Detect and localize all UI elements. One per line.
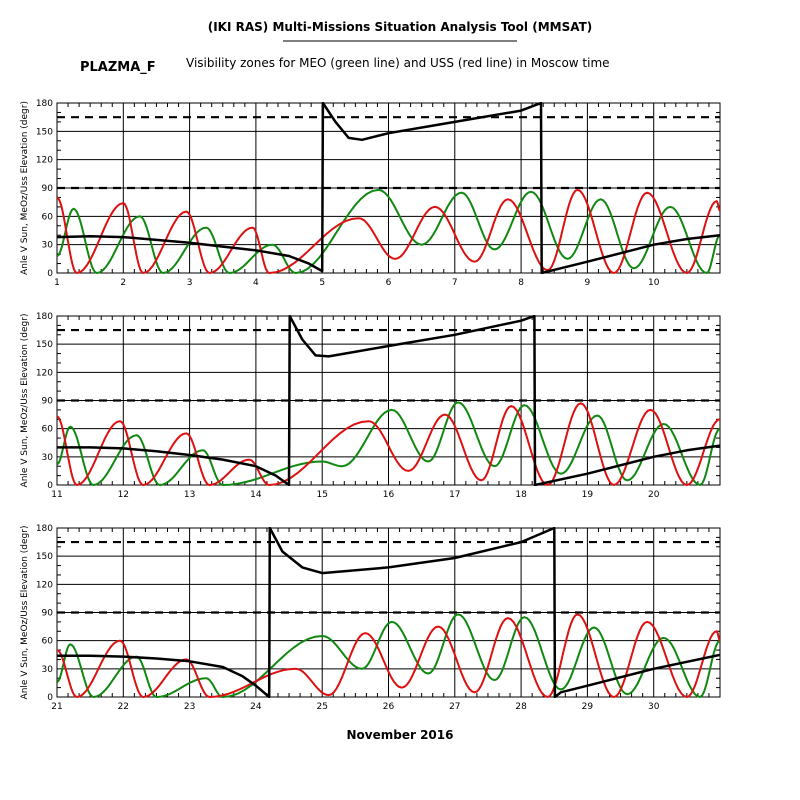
y-tick-label: 90 bbox=[42, 184, 54, 194]
y-tick-label: 180 bbox=[36, 524, 53, 534]
x-tick-label: 11 bbox=[51, 490, 62, 500]
x-tick-label: 1 bbox=[54, 278, 60, 288]
y-tick-label: 150 bbox=[36, 127, 53, 137]
sun-angle-line bbox=[57, 102, 720, 274]
x-tick-label: 25 bbox=[316, 702, 327, 712]
meo-elevation-line bbox=[57, 613, 720, 698]
y-tick-label: 30 bbox=[42, 453, 54, 463]
y-tick-label: 180 bbox=[36, 312, 53, 322]
x-tick-label: 16 bbox=[383, 490, 395, 500]
x-tick-label: 10 bbox=[648, 278, 660, 288]
x-tick-label: 21 bbox=[51, 702, 62, 712]
uss-elevation-line bbox=[57, 402, 720, 486]
x-tick-label: 23 bbox=[184, 702, 195, 712]
satellite-name: PLAZMA_F bbox=[80, 60, 156, 75]
y-tick-label: 60 bbox=[42, 637, 54, 647]
x-tick-label: 30 bbox=[648, 702, 660, 712]
x-tick-label: 18 bbox=[515, 490, 527, 500]
month-label: November 2016 bbox=[347, 728, 454, 742]
x-tick-label: 28 bbox=[515, 702, 527, 712]
uss-elevation-line bbox=[57, 613, 720, 698]
x-tick-label: 13 bbox=[184, 490, 195, 500]
chart-panel-3: 0 30 60 90 120 150 180 21 22 23 24 25 26 27 28 29 30 Anle… bbox=[20, 524, 721, 712]
x-tick-label: 19 bbox=[582, 490, 594, 500]
sun-angle-line bbox=[57, 315, 720, 486]
sun-angle-line bbox=[57, 527, 720, 698]
x-tick-label: 2 bbox=[120, 278, 126, 288]
y-tick-label: 90 bbox=[42, 609, 54, 619]
y-tick-label: 60 bbox=[42, 425, 54, 435]
x-tick-label: 15 bbox=[316, 490, 327, 500]
y-tick-label: 0 bbox=[47, 481, 53, 491]
uss-elevation-line bbox=[57, 188, 720, 274]
x-tick-label: 6 bbox=[386, 278, 392, 288]
figure-title: (IKI RAS) Multi-Missions Situation Analy… bbox=[208, 20, 593, 34]
x-tick-label: 27 bbox=[449, 702, 460, 712]
x-tick-label: 29 bbox=[582, 702, 594, 712]
x-tick-label: 12 bbox=[118, 490, 129, 500]
x-tick-label: 14 bbox=[250, 490, 262, 500]
x-tick-label: 3 bbox=[187, 278, 193, 288]
x-tick-label: 5 bbox=[319, 278, 325, 288]
y-tick-label: 30 bbox=[42, 241, 54, 251]
y-tick-label: 150 bbox=[36, 340, 53, 350]
x-tick-label: 4 bbox=[253, 278, 259, 288]
y-tick-label: 120 bbox=[36, 156, 53, 166]
x-tick-label: 9 bbox=[585, 278, 591, 288]
y-tick-label: 30 bbox=[42, 665, 54, 675]
chart-panel-1: 0 30 60 90 120 150 180 1 2 3 4 5 6 7 8 9 10 Anle V Sun, M… bbox=[20, 99, 721, 288]
x-tick-label: 17 bbox=[449, 490, 460, 500]
x-tick-label: 7 bbox=[452, 278, 458, 288]
y-axis-label: Anle V Sun, MeOz/Uss Elevation (degr) bbox=[20, 314, 30, 488]
y-tick-label: 120 bbox=[36, 580, 53, 590]
y-tick-label: 90 bbox=[42, 397, 54, 407]
y-tick-label: 0 bbox=[47, 693, 53, 703]
figure-subtitle: Visibility zones for MEO (green line) an… bbox=[186, 56, 610, 70]
y-tick-label: 60 bbox=[42, 212, 54, 222]
x-tick-label: 26 bbox=[383, 702, 395, 712]
chart-panel-2: 0 30 60 90 120 150 180 11 12 13 14 15 16 17 18 19 20 Anle… bbox=[20, 312, 721, 500]
y-axis-label: Anle V Sun, MeOz/Uss Elevation (degr) bbox=[20, 101, 30, 275]
y-tick-label: 180 bbox=[36, 99, 53, 109]
y-tick-label: 0 bbox=[47, 269, 53, 279]
y-tick-label: 150 bbox=[36, 552, 53, 562]
meo-elevation-line bbox=[57, 188, 720, 274]
x-tick-label: 22 bbox=[118, 702, 129, 712]
x-tick-label: 24 bbox=[250, 702, 262, 712]
y-tick-label: 120 bbox=[36, 368, 53, 378]
y-axis-label: Anle V Sun, MeOz/Uss Elevation (degr) bbox=[20, 526, 30, 700]
x-tick-label: 8 bbox=[518, 278, 524, 288]
x-tick-label: 20 bbox=[648, 490, 660, 500]
